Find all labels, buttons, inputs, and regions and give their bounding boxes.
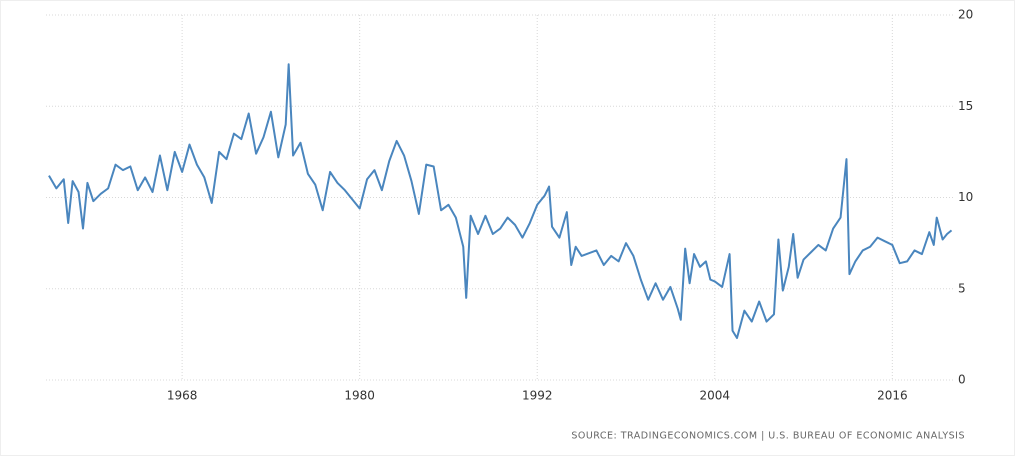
x-tick-label: 1968: [167, 389, 198, 403]
x-tick-label: 1992: [522, 389, 553, 403]
y-tick-label: 15: [958, 99, 973, 113]
source-note: SOURCE: TRADINGECONOMICS.COM | U.S. BURE…: [571, 431, 965, 442]
y-tick-label: 20: [958, 8, 973, 22]
y-tick-label: 10: [958, 190, 973, 204]
y-tick-label: 0: [958, 373, 966, 387]
y-tick-label: 5: [958, 281, 966, 295]
x-tick-label: 2004: [700, 389, 731, 403]
x-tick-label: 2016: [877, 389, 908, 403]
x-tick-label: 1980: [344, 389, 375, 403]
data-line: [48, 63, 953, 340]
